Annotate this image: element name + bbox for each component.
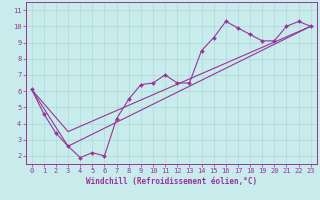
- X-axis label: Windchill (Refroidissement éolien,°C): Windchill (Refroidissement éolien,°C): [86, 177, 257, 186]
